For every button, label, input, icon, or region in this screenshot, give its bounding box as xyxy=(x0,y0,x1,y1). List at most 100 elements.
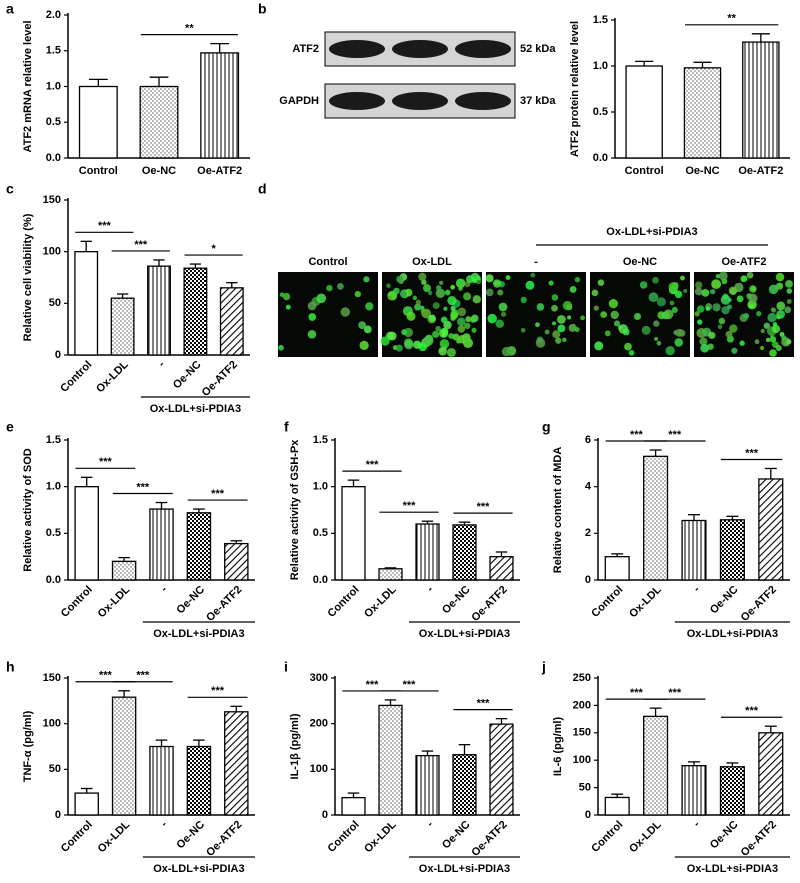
panel-letter: a xyxy=(6,1,14,17)
cell xyxy=(633,312,642,321)
cell xyxy=(285,304,291,310)
cell xyxy=(432,330,440,338)
x-tick-label: Ox-LDL xyxy=(94,359,131,396)
bar xyxy=(719,519,745,581)
bar xyxy=(341,486,366,581)
cell xyxy=(326,284,333,292)
cell xyxy=(786,298,792,304)
y-tick-label: 100 xyxy=(43,246,61,258)
y-tick-label: 6 xyxy=(585,434,591,446)
cell xyxy=(613,320,621,327)
cell xyxy=(404,340,414,350)
image-column-label: Oe-NC xyxy=(623,256,657,268)
cell xyxy=(436,285,442,291)
cell xyxy=(769,349,777,357)
cell xyxy=(618,324,629,334)
bar xyxy=(452,754,477,816)
significance-label: ** xyxy=(185,23,194,35)
bar xyxy=(224,711,249,816)
cell xyxy=(525,280,535,290)
y-tick-label: 100 xyxy=(310,763,328,775)
cell xyxy=(600,311,607,318)
cell xyxy=(694,311,700,317)
x-tick-label: Oe-ATF2 xyxy=(204,584,244,624)
cell xyxy=(740,275,748,283)
bar xyxy=(378,704,403,816)
y-tick-label: 150 xyxy=(573,727,591,739)
cell xyxy=(604,330,611,337)
blot-band-label: ATF2 xyxy=(292,43,319,55)
x-tick-label: Control xyxy=(58,359,94,395)
x-tick-label: Ox-LDL xyxy=(627,584,664,621)
cell xyxy=(316,293,327,304)
significance-label: *** xyxy=(366,459,380,471)
bar xyxy=(643,715,669,816)
panel-letter: d xyxy=(258,181,267,197)
cell xyxy=(717,324,723,330)
image-column-label: Control xyxy=(308,256,347,268)
y-tick-label: 50 xyxy=(579,782,591,794)
cell xyxy=(668,282,679,292)
cell xyxy=(772,322,778,327)
cell xyxy=(551,294,559,301)
cell xyxy=(421,279,427,285)
bar xyxy=(186,512,212,581)
significance-label: *** xyxy=(134,239,148,251)
cell xyxy=(639,281,648,289)
x-tick-label: Oe-NC xyxy=(440,819,473,852)
cell xyxy=(562,337,567,342)
y-tick-label: 0 xyxy=(55,809,61,821)
cell xyxy=(548,280,554,286)
y-axis-label: ATF2 protein relative level xyxy=(569,21,581,157)
cell xyxy=(656,340,662,346)
y-axis-label: Relative activity of SOD xyxy=(22,448,34,572)
y-tick-label: 0.5 xyxy=(46,527,61,539)
bar xyxy=(183,267,208,356)
cell xyxy=(443,306,448,311)
cell xyxy=(591,289,599,297)
bar xyxy=(149,508,174,581)
x-tick-label: Oe-NC xyxy=(685,165,719,177)
significance-label: *** xyxy=(366,679,380,691)
cell xyxy=(485,288,494,297)
y-axis-label: Relative activity of GSH-Px xyxy=(289,439,301,580)
x-tick-label: Ox-LDL xyxy=(96,819,133,856)
cell xyxy=(501,311,507,317)
cell xyxy=(712,303,721,312)
bar xyxy=(604,796,630,816)
bar xyxy=(681,519,707,581)
cell xyxy=(776,309,786,319)
x-tick-label: Control xyxy=(589,819,625,855)
bar xyxy=(111,696,137,816)
cell xyxy=(278,344,284,351)
cell xyxy=(415,299,421,305)
y-axis-label: IL-1β (pg/ml) xyxy=(289,713,301,779)
cell xyxy=(465,316,472,323)
cell xyxy=(447,296,457,306)
significance-label: *** xyxy=(98,220,112,232)
significance-label: ** xyxy=(727,13,736,25)
x-tick-label: Oe-NC xyxy=(440,584,473,617)
blot-size-label: 37 kDa xyxy=(520,95,556,107)
cell xyxy=(552,321,557,326)
cell xyxy=(760,328,765,334)
cell xyxy=(544,329,550,335)
y-tick-label: 0.0 xyxy=(46,574,61,586)
cell xyxy=(708,331,716,339)
cell xyxy=(450,284,456,290)
bar xyxy=(643,455,669,581)
y-tick-label: 150 xyxy=(43,672,61,684)
cell xyxy=(307,301,317,311)
x-tick-label: Control xyxy=(326,819,362,855)
y-tick-label: 300 xyxy=(310,672,328,684)
cell xyxy=(418,342,428,352)
y-tick-label: 50 xyxy=(49,763,61,775)
cell xyxy=(354,290,361,298)
y-tick-label: 0 xyxy=(585,574,591,586)
cell xyxy=(440,316,448,324)
y-tick-label: 0.5 xyxy=(593,106,608,118)
significance-label: *** xyxy=(403,500,417,512)
cell xyxy=(748,293,758,303)
x-tick-label: - xyxy=(159,583,170,594)
